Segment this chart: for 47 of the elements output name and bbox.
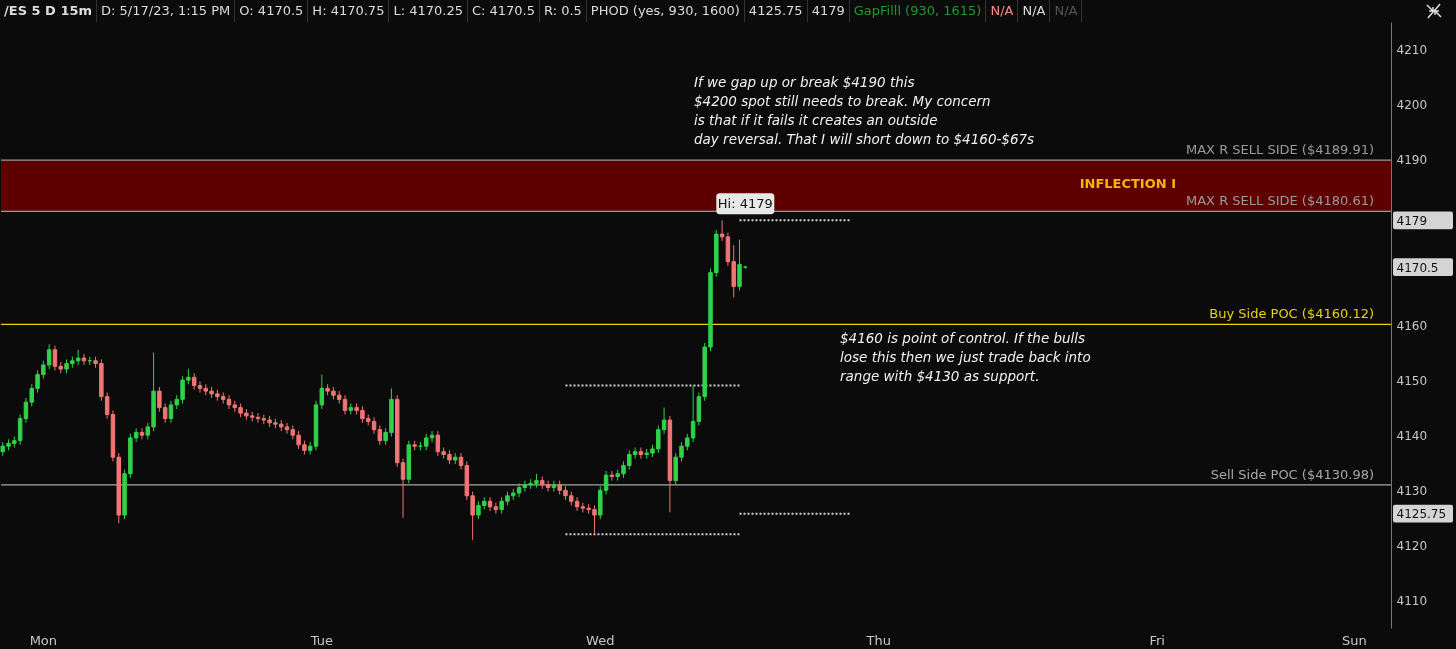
text: 4125.75 [744, 0, 808, 22]
y-tick-label: 4140 [1396, 428, 1428, 443]
candlestick [551, 480, 557, 493]
y-tick-label: 4125.75 [1396, 507, 1447, 522]
y-tick-label: 4170.5 [1396, 260, 1439, 275]
x-tick-label: Fri [1149, 632, 1165, 648]
candlestick [81, 353, 87, 366]
x-tick-label: Tue [309, 632, 333, 648]
candlestick [139, 427, 145, 440]
candlestick [719, 219, 725, 242]
text: C: 4170.5 [467, 0, 540, 22]
x-tick-label: Sun [1342, 632, 1367, 648]
ref-line-label: Buy Side POC ($4160.12) [1209, 306, 1374, 322]
candlestick [638, 447, 644, 460]
text: PHOD (yes, 930, 1600) [586, 0, 745, 22]
text: D: 5/17/23, 1:15 PM [97, 0, 236, 22]
text: H: 4170.75 [308, 0, 390, 22]
y-tick-label: 4110 [1396, 593, 1428, 608]
y-tick-label: 4210 [1396, 43, 1428, 58]
y-tick-label: 4120 [1396, 538, 1428, 553]
text: N/A [986, 0, 1019, 22]
text: 4179 [807, 0, 850, 22]
chart-title: /ES 5 D 15m [0, 0, 98, 22]
y-tick-label: 4190 [1396, 153, 1428, 168]
x-tick-label: Wed [586, 632, 615, 648]
text: R: 0.5 [540, 0, 587, 22]
x-tick-label: Thu [865, 632, 891, 648]
y-tick-label: 4160 [1396, 318, 1428, 333]
y-tick-label: 4179 [1396, 213, 1428, 228]
band-label: INFLECTION I [1079, 175, 1176, 191]
text: N/A [1018, 0, 1051, 22]
text: N/A [1050, 0, 1083, 22]
annotation: $4160 is point of control. If the bulls lose this then we just trade back into range with $4130 as support. [840, 329, 1091, 386]
candlestick [737, 239, 742, 292]
candlestick [609, 470, 615, 482]
text: L: 4170.25 [389, 0, 468, 22]
ref-line-label: MAX R SELL SIDE ($4189.91) [1185, 142, 1374, 158]
y-tick-label: 4200 [1396, 98, 1428, 113]
text: O: 4170.5 [235, 0, 309, 22]
ref-line-label: MAX R SELL SIDE ($4180.61) [1185, 193, 1374, 209]
annotation: If we gap up or break $4190 this $4200 spot still needs to break. My concern is that if it fails it creates an outside day reversal. That I will short down to $4160-$67s [694, 73, 1035, 149]
y-tick-label: 4130 [1396, 483, 1428, 498]
text: GapFilll (930, 1615) [849, 0, 987, 22]
y-tick-label: 4150 [1396, 373, 1428, 388]
annotation: Hi: 4179 [717, 195, 773, 211]
x-tick-label: Mon [29, 632, 58, 648]
ref-line-label: Sell Side POC ($4130.98) [1210, 466, 1374, 482]
